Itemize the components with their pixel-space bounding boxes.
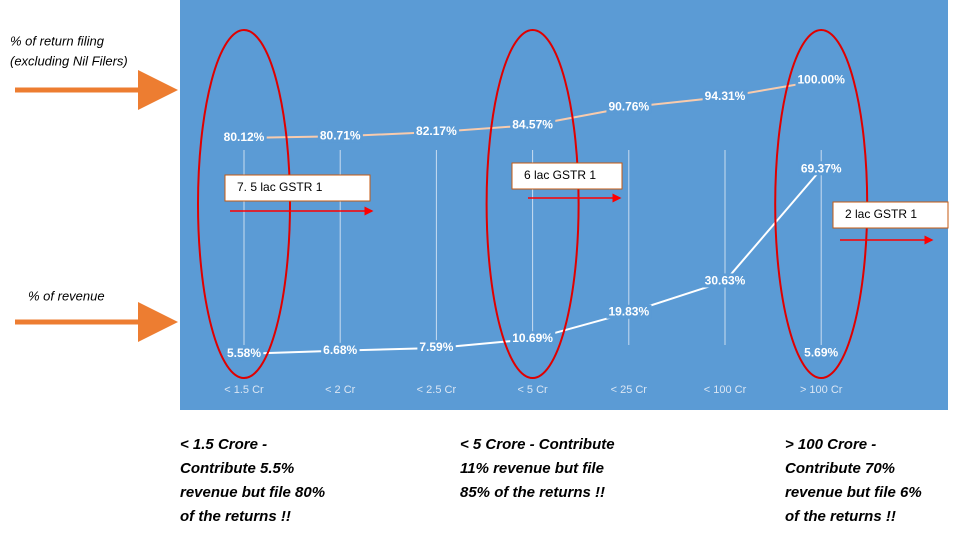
label-bg	[802, 345, 841, 360]
x-tick-label: < 2.5 Cr	[417, 384, 457, 396]
side-label: % of revenue	[28, 288, 105, 303]
note-line: revenue but file 6%	[785, 484, 922, 501]
x-tick-label: < 2 Cr	[325, 384, 356, 396]
side-label: % of return filing	[10, 33, 105, 48]
note-line: 11% revenue but file	[460, 460, 604, 477]
data-label: 6.68%	[323, 343, 357, 357]
label-bg	[221, 130, 267, 145]
x-tick-label: < 100 Cr	[704, 384, 747, 396]
note-line: 85% of the returns !!	[460, 484, 605, 501]
x-tick-label: < 5 Cr	[517, 384, 548, 396]
note-line: of the returns !!	[180, 508, 291, 525]
data-label: 19.83%	[608, 305, 649, 319]
label-bg	[798, 161, 844, 176]
box-label: 2 lac GSTR 1	[845, 207, 917, 221]
note-line: revenue but file 80%	[180, 484, 325, 501]
label-bg	[702, 89, 748, 104]
data-label: 5.58%	[227, 346, 261, 360]
highlight-ellipse	[485, 29, 580, 379]
x-tick-label: < 1.5 Cr	[224, 384, 264, 396]
label-box	[224, 174, 371, 202]
highlight-ellipse	[197, 29, 291, 379]
data-label: 90.76%	[608, 99, 649, 113]
x-tick-label: < 25 Cr	[611, 384, 648, 396]
x-tick-label: > 100 Cr	[800, 384, 843, 396]
label-bg	[606, 304, 652, 319]
note-line: Contribute 70%	[785, 460, 895, 477]
label-bg	[224, 346, 264, 361]
note-line: > 100 Crore -	[785, 436, 876, 453]
data-label: 94.31%	[705, 89, 746, 103]
data-label: 82.17%	[416, 124, 457, 138]
label-bg	[317, 128, 363, 143]
plot-area	[180, 0, 948, 410]
label-bg	[606, 99, 652, 114]
label-box	[832, 201, 949, 229]
box-label: 7. 5 lac GSTR 1	[237, 180, 323, 194]
note-line: of the returns !!	[785, 508, 896, 525]
note-line: Contribute 5.5%	[180, 460, 294, 477]
label-bg	[510, 331, 556, 346]
label-bg	[414, 124, 460, 139]
label-bg	[321, 342, 360, 357]
note-line: < 5 Crore - Contribute	[460, 436, 615, 453]
data-label: 5.69%	[804, 346, 838, 360]
data-label: 100.00%	[798, 73, 846, 87]
data-label: 80.71%	[320, 128, 361, 142]
data-label: 30.63%	[705, 273, 746, 287]
side-label: (excluding Nil Filers)	[10, 53, 128, 68]
data-label: 84.57%	[512, 117, 553, 131]
data-label: 7.59%	[419, 340, 453, 354]
label-bg	[702, 273, 748, 288]
label-bg	[510, 117, 556, 132]
box-label: 6 lac GSTR 1	[524, 168, 596, 182]
data-label: 80.12%	[224, 130, 265, 144]
label-box	[511, 162, 623, 190]
label-bg	[417, 340, 456, 355]
note-line: < 1.5 Crore -	[180, 436, 267, 453]
data-label: 69.37%	[801, 161, 842, 175]
label-bg	[795, 72, 848, 87]
data-label: 10.69%	[512, 331, 553, 345]
